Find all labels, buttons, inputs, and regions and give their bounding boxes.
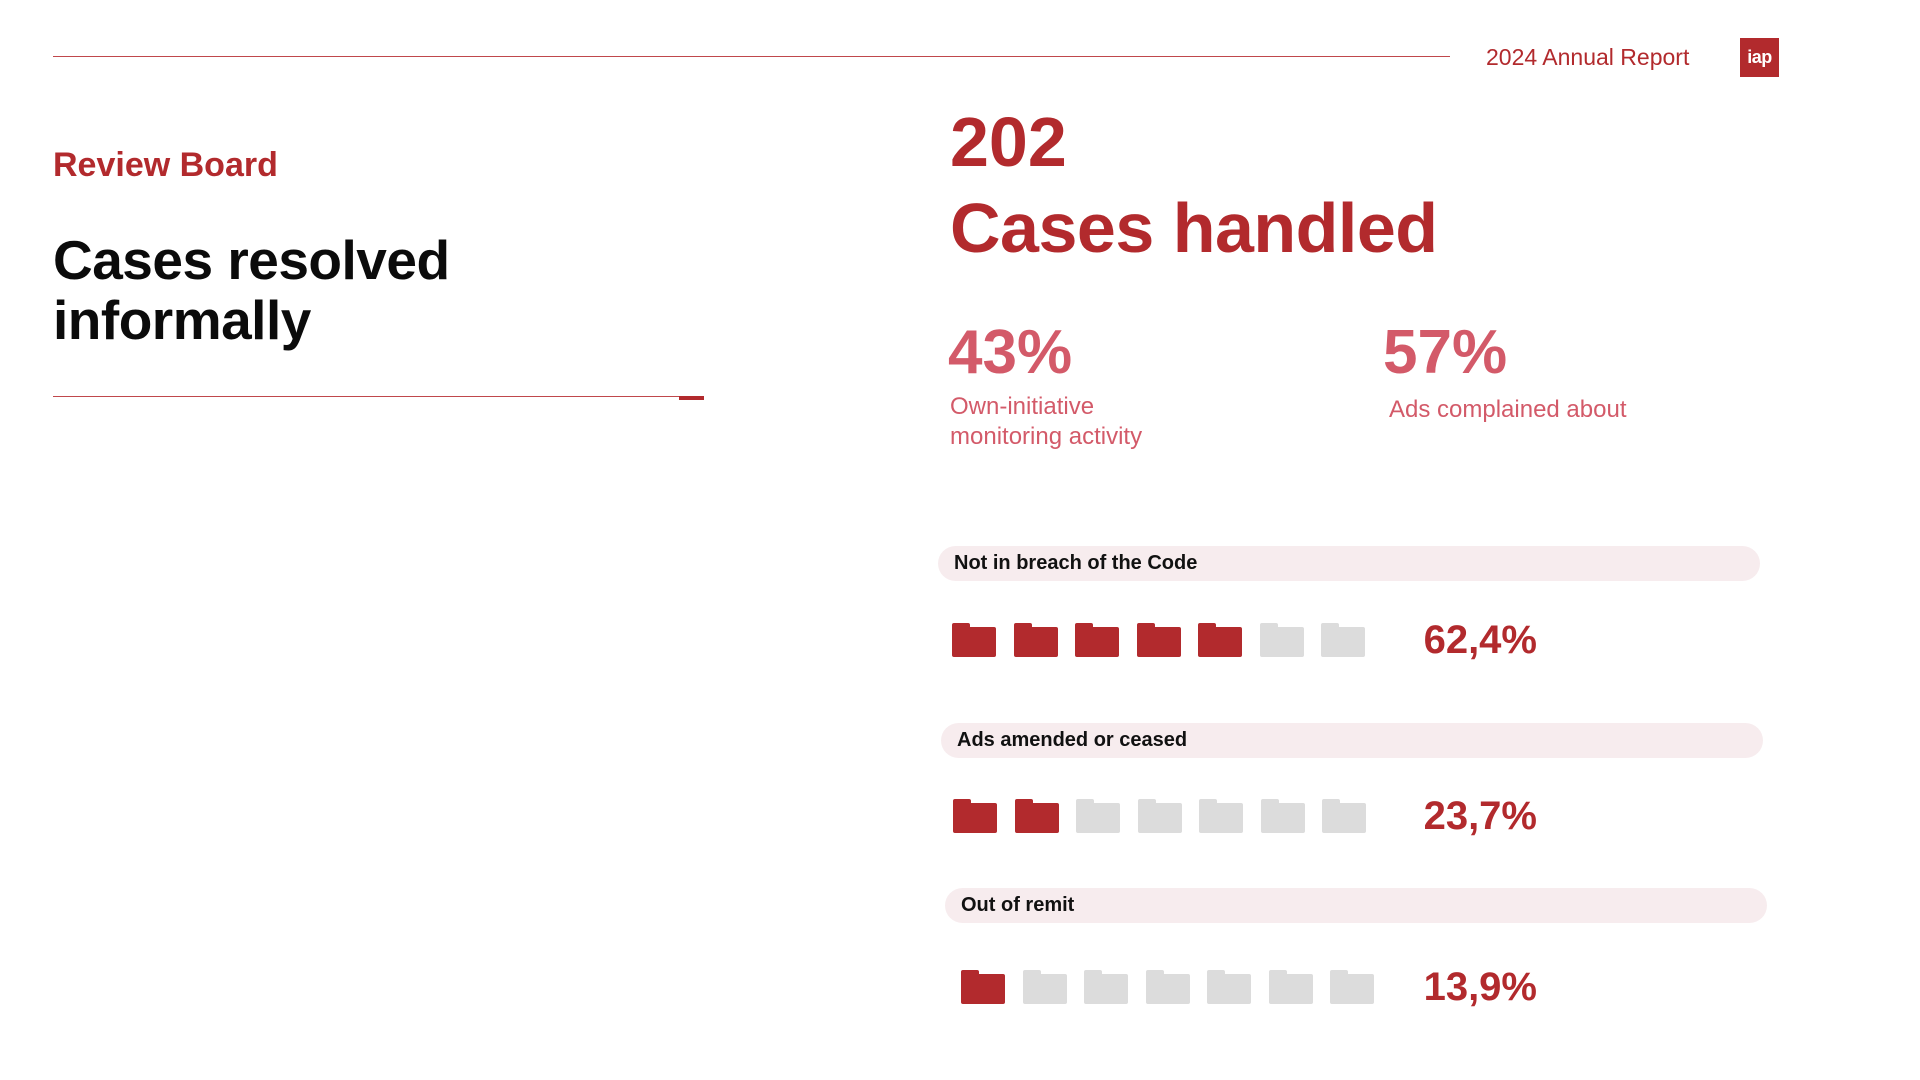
category-label: Ads amended or ceased: [957, 729, 1188, 751]
category-band: Out of remit: [945, 888, 1767, 923]
folder-icon-empty: [1322, 799, 1366, 833]
category-percent-label: 13,9%: [1423, 965, 1537, 1009]
folder-icon-empty: [1076, 799, 1120, 833]
folder-icon-empty: [1268, 970, 1313, 1004]
divider-accent: [679, 396, 704, 400]
category-label: Not in breach of the Code: [954, 552, 1198, 574]
category-band: Ads amended or ceased: [941, 723, 1763, 758]
folder-icon-filled: [952, 623, 996, 657]
folder-icon-filled: [1014, 799, 1059, 833]
iap-logo: iap: [1740, 38, 1779, 77]
folder-icon-filled: [1075, 623, 1119, 657]
folder-icon-empty: [1084, 970, 1128, 1004]
folder-icon-empty: [1321, 623, 1365, 657]
folder-icon-empty: [1259, 623, 1304, 657]
category-percent-label: 23,7%: [1423, 794, 1537, 838]
own-initiative-description: Own-initiative monitoring activity: [950, 393, 1143, 450]
complaints-description: Ads complained about: [1389, 396, 1627, 423]
heading-divider: [53, 396, 703, 397]
folder-icon-filled: [961, 970, 1005, 1004]
folder-icon-empty: [1022, 970, 1067, 1004]
header-rule: [53, 56, 1450, 57]
total-cases-label: Cases handled: [950, 189, 1438, 267]
category-band: Not in breach of the Code: [938, 546, 1760, 581]
folder-icon-empty: [1145, 970, 1190, 1004]
page-title: Cases resolved informally: [53, 229, 450, 351]
folder-icon-filled: [1198, 623, 1242, 657]
folder-icon-empty: [1137, 799, 1182, 833]
category-percent-label: 62,4%: [1423, 618, 1537, 662]
folder-icon-empty: [1199, 799, 1243, 833]
own-initiative-percent: 43%: [948, 318, 1073, 387]
report-title: 2024 Annual Report: [1486, 44, 1690, 70]
folder-icon-empty: [1260, 799, 1305, 833]
complaints-percent: 57%: [1383, 318, 1508, 387]
folder-icon-filled: [953, 799, 997, 833]
folder-icon-filled: [1013, 623, 1058, 657]
category-label: Out of remit: [961, 894, 1075, 916]
folder-icon-filled: [1136, 623, 1181, 657]
total-cases-value: 202: [950, 103, 1067, 181]
folder-icon-empty: [1207, 970, 1251, 1004]
folder-icon-empty: [1330, 970, 1374, 1004]
section-label: Review Board: [53, 146, 278, 184]
